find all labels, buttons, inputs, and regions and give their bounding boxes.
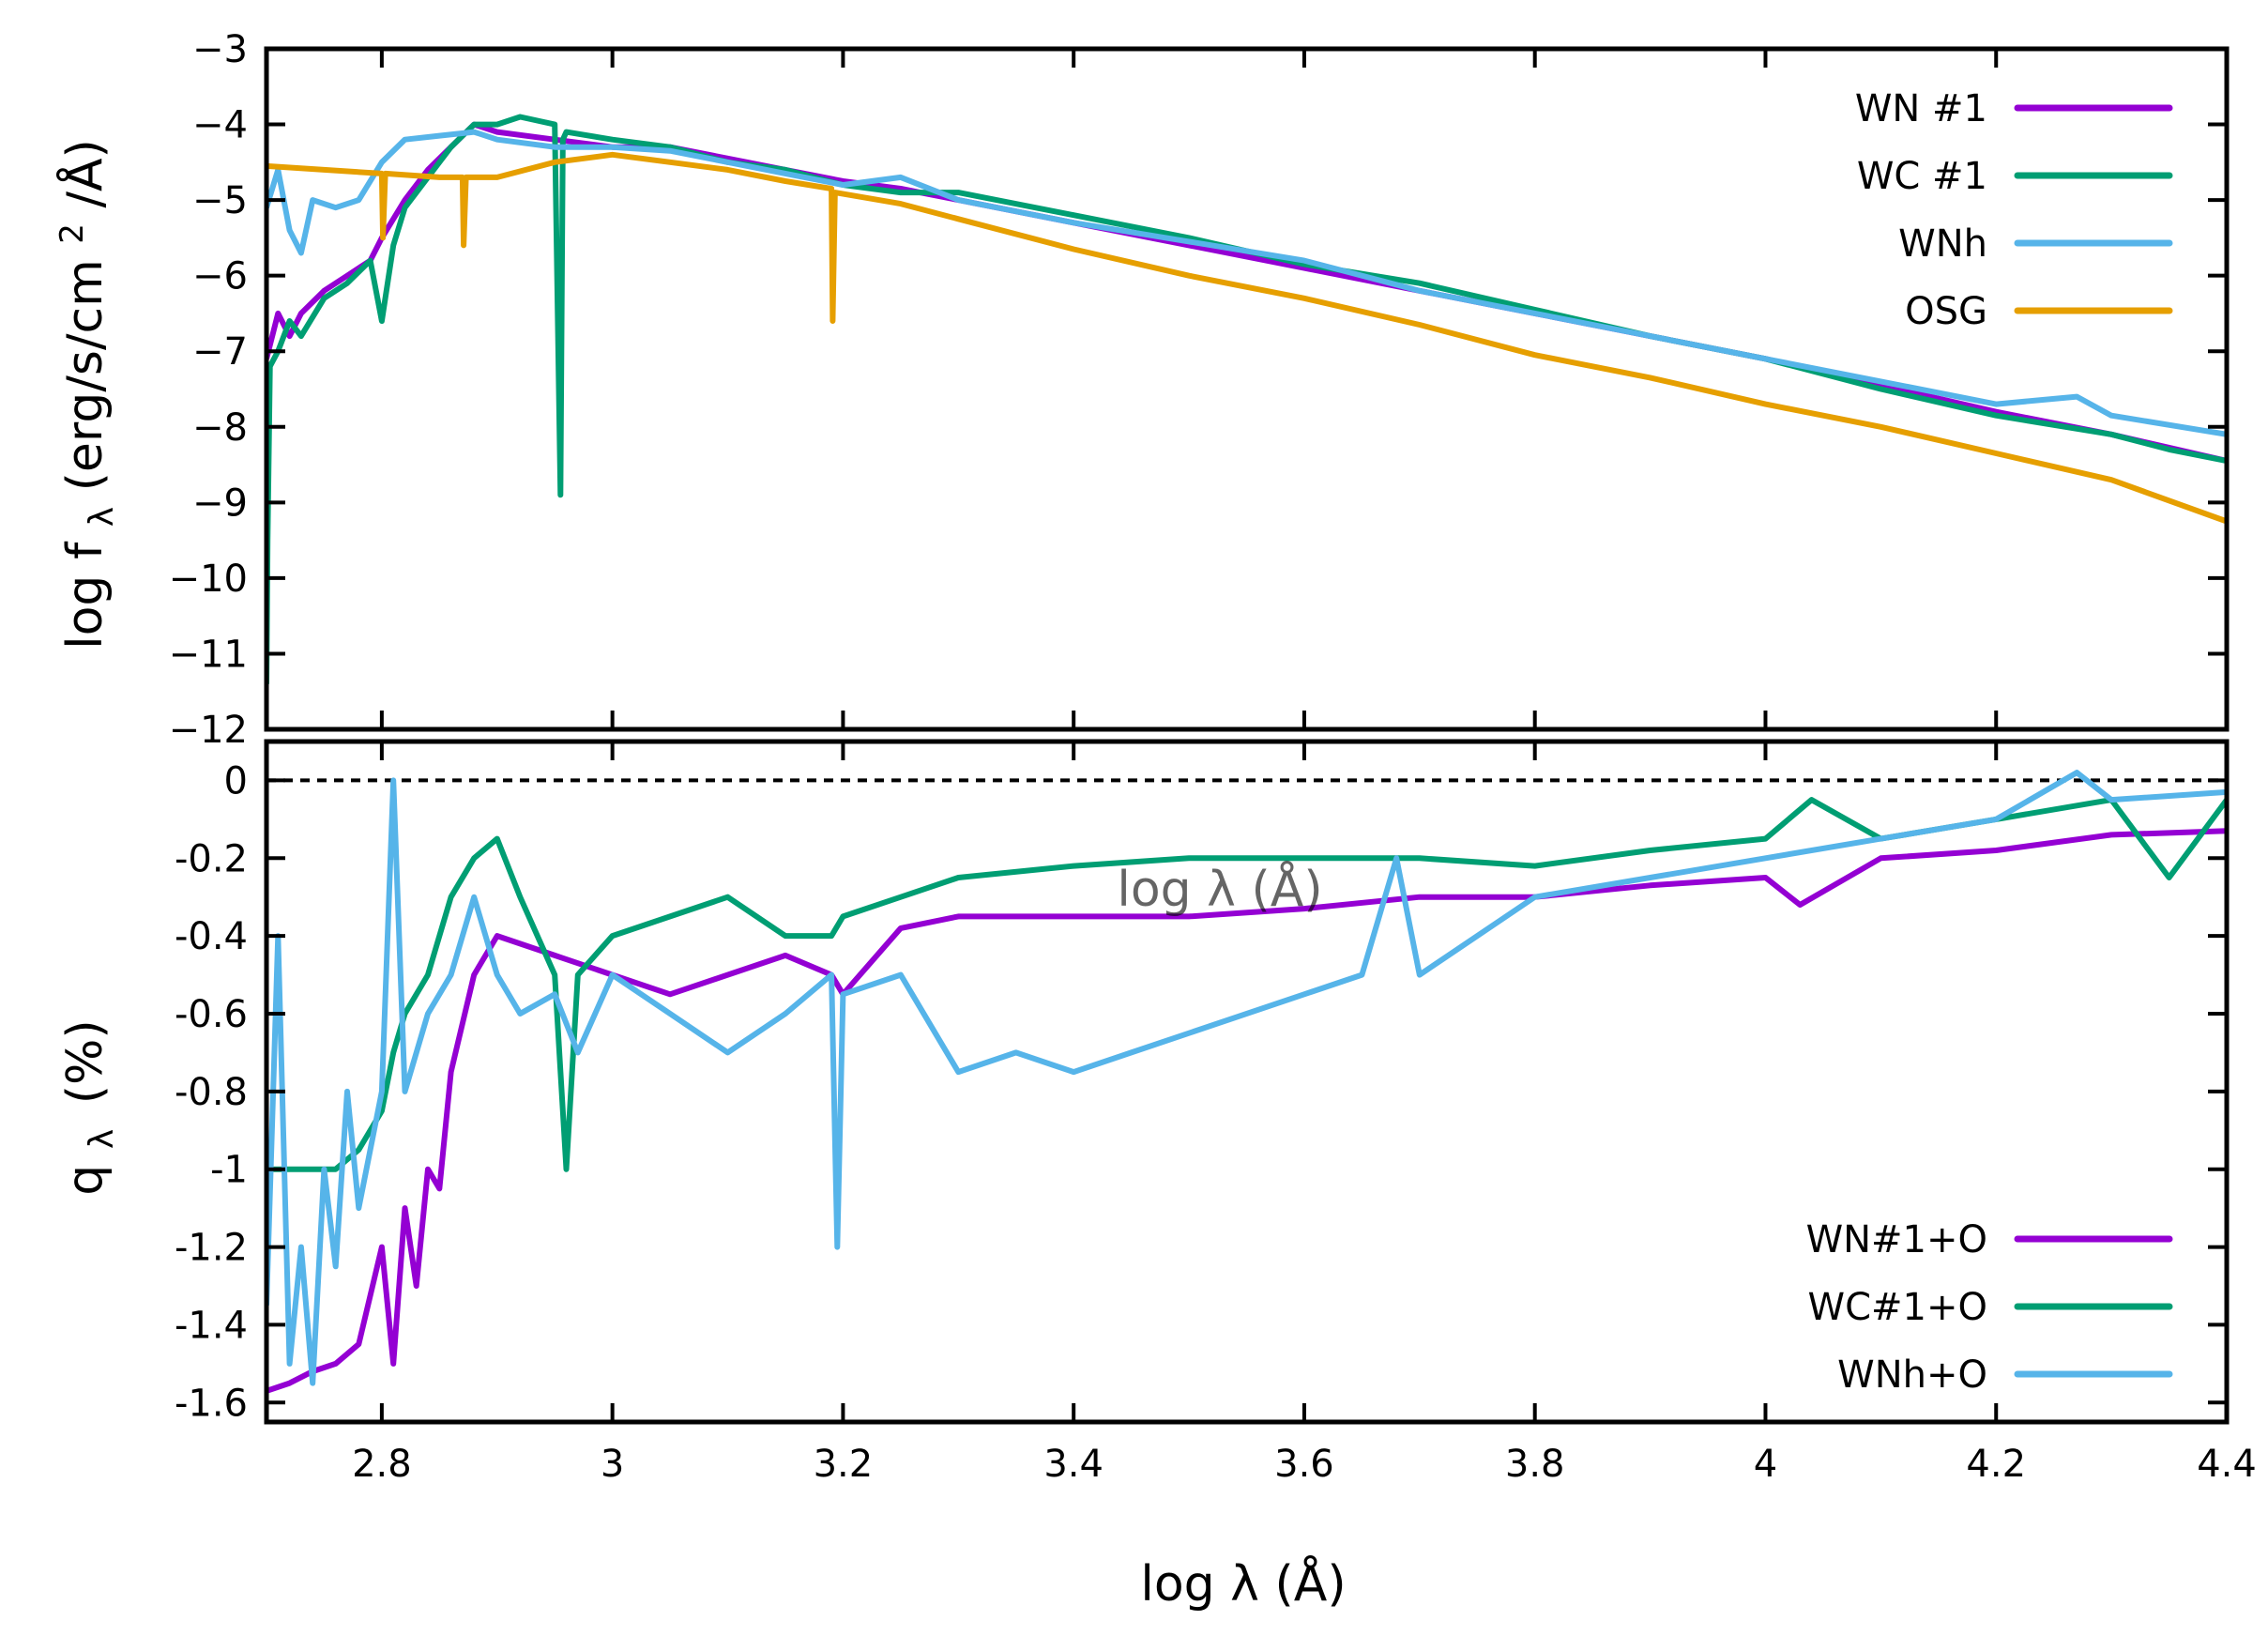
bottom-ytick-label: -1 bbox=[210, 1149, 248, 1192]
top-legend-label: WC #1 bbox=[1857, 155, 1987, 198]
top-ytick-label: −4 bbox=[192, 104, 248, 147]
bottom-panel: 0 -0.2 -0.4 -0.6 -0.8 -1 -1.2 -1.4 -1.6 2.8 3 3.2 3.… bbox=[175, 739, 2257, 1486]
top-ytick-label: −3 bbox=[192, 28, 248, 71]
bottom-ytick-label: -1.4 bbox=[175, 1304, 248, 1347]
xtick-label: 4 bbox=[1754, 1443, 1777, 1486]
top-ytick-label: −9 bbox=[192, 482, 248, 525]
xtick-label: 3.6 bbox=[1274, 1443, 1334, 1486]
top-ytick-label: −5 bbox=[192, 179, 248, 222]
bottom-ylabel-units: (%) bbox=[57, 1019, 114, 1104]
bottom-ylabel-sub: λ bbox=[83, 1129, 121, 1149]
stray-xlabel-overlay: log λ (Å) bbox=[1117, 860, 1322, 918]
top-legend-label: WN #1 bbox=[1855, 87, 1987, 130]
bottom-ytick-label: -0.2 bbox=[175, 837, 248, 880]
top-ytick-label: −12 bbox=[169, 709, 248, 752]
top-legend-label: WNh bbox=[1898, 222, 1987, 266]
bottom-plot-frame bbox=[264, 739, 2230, 1425]
bottom-ytick-label: -0.4 bbox=[175, 915, 248, 958]
bottom-series-wc-1-o bbox=[266, 797, 2227, 1172]
top-ytick-label: −6 bbox=[192, 255, 248, 298]
bottom-ylabel-main: q bbox=[57, 1165, 114, 1196]
bottom-ytick-label: 0 bbox=[224, 759, 248, 803]
top-legend-label: OSG bbox=[1905, 290, 1987, 333]
top-ylabel-units-end: /Å) bbox=[55, 139, 114, 207]
bottom-ytick-label: -0.8 bbox=[175, 1071, 248, 1114]
top-series-osg bbox=[266, 151, 2227, 525]
top-ylabel-units: (erg/s/cm bbox=[57, 259, 114, 491]
top-ylabel-sup: 2 bbox=[53, 223, 91, 244]
top-ytick-label: −10 bbox=[169, 558, 248, 601]
bottom-legend-label: WN#1+O bbox=[1806, 1218, 1987, 1261]
xtick-label: 2.8 bbox=[352, 1443, 412, 1486]
xtick-label: 3.8 bbox=[1505, 1443, 1565, 1486]
xtick-label: 3.2 bbox=[814, 1443, 874, 1486]
bottom-series-wnh-o bbox=[266, 770, 2227, 1386]
top-ylabel-main: log f bbox=[57, 541, 114, 650]
bottom-ylabel: q λ (%) bbox=[57, 1019, 125, 1195]
bottom-ytick-label: -1.6 bbox=[175, 1382, 248, 1425]
top-ytick-label: −8 bbox=[192, 406, 248, 450]
bottom-legend-label: WC#1+O bbox=[1808, 1286, 1987, 1329]
top-ytick-label: −7 bbox=[192, 330, 248, 374]
xtick-label: 3 bbox=[601, 1443, 624, 1486]
top-series-wnh bbox=[266, 129, 2227, 437]
top-ytick-label: −11 bbox=[169, 633, 248, 676]
xlabel: log λ (Å) bbox=[1140, 1554, 1346, 1613]
xtick-label: 4.2 bbox=[1966, 1443, 2026, 1486]
top-panel: −3 −4 −5 −6 −7 −8 −9 −10 −11 −12 WN #1 WC #1 WNh OSG bbox=[169, 28, 2230, 752]
bottom-legend-label: WNh+O bbox=[1837, 1353, 1987, 1397]
top-ylabel-sub: λ bbox=[83, 507, 121, 527]
xtick-label: 3.4 bbox=[1043, 1443, 1104, 1486]
bottom-ytick-label: -1.2 bbox=[175, 1227, 248, 1270]
top-series-wc-1 bbox=[266, 114, 2227, 684]
top-plot-frame bbox=[264, 46, 2230, 732]
bottom-ytick-label: -0.6 bbox=[175, 993, 248, 1036]
bottom-series-wn-1-o bbox=[266, 828, 2227, 1394]
xtick-label: 4.4 bbox=[2197, 1443, 2257, 1486]
top-ylabel: log f λ (erg/s/cm 2 /Å) bbox=[38, 139, 125, 650]
